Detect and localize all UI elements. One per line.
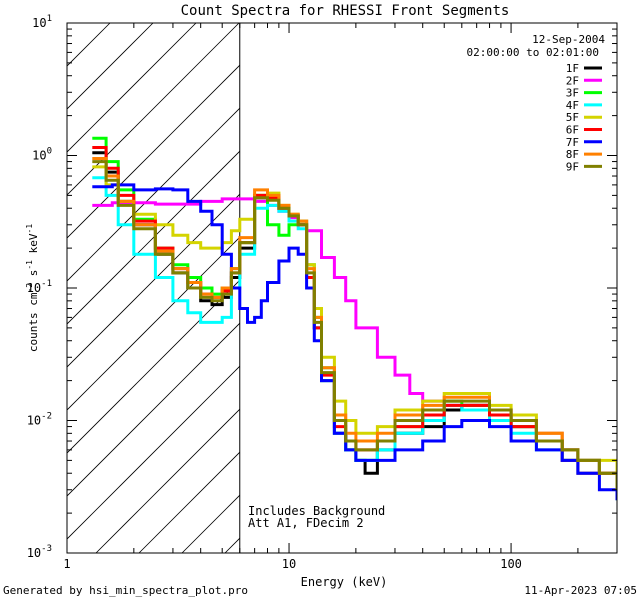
legend-label-4F: 4F — [566, 99, 579, 112]
legend-label-6F: 6F — [566, 124, 579, 137]
date-label: 12-Sep-2004 — [532, 33, 605, 46]
chart-title: Count Spectra for RHESSI Front Segments — [181, 3, 510, 19]
series-layer — [92, 136, 617, 501]
time-range-label: 02:00:00 to 02:01:00 — [467, 46, 599, 59]
x-tick-label: 100 — [500, 557, 522, 571]
hatch-line — [138, 451, 240, 553]
hatch-line — [67, 150, 240, 325]
y-tick-label: 101 — [32, 14, 52, 30]
legend-label-5F: 5F — [566, 111, 579, 124]
timestamp-label: 11-Apr-2023 07:05 — [524, 584, 637, 597]
legend-label-2F: 2F — [566, 74, 579, 87]
series-9F — [92, 160, 617, 490]
hatch-line — [67, 322, 240, 497]
hatch-line — [67, 365, 240, 540]
hatch-line — [67, 107, 240, 282]
hatch-line — [67, 23, 240, 196]
plot-frame — [66, 22, 618, 554]
hatched-region — [67, 23, 240, 553]
hatch-line — [67, 193, 240, 368]
hatch-line — [95, 408, 240, 553]
legend-label-9F: 9F — [566, 160, 579, 173]
legend-label-8F: 8F — [566, 148, 579, 161]
generated-by-label: Generated by hsi_min_spectra_plot.pro — [3, 584, 248, 597]
y-tick-label: 10-2 — [27, 412, 52, 428]
annotation-attenuator: Att A1, FDecim 2 — [248, 516, 364, 530]
x-tick-label: 1 — [63, 557, 70, 571]
y-tick-label: 100 — [32, 147, 52, 163]
legend-label-1F: 1F — [566, 62, 579, 75]
hatch-line — [67, 23, 111, 67]
legend-label-7F: 7F — [566, 136, 579, 149]
series-7F — [92, 183, 617, 501]
legend-label-3F: 3F — [566, 87, 579, 100]
annotation-background: Includes Background — [248, 504, 385, 518]
x-tick-label: 10 — [282, 557, 296, 571]
hatch-line — [67, 64, 240, 239]
y-tick-label: 10-3 — [27, 544, 52, 560]
hatch-line — [67, 23, 197, 153]
y-axis-label: counts cm-2 s-1 keV-1 — [25, 224, 40, 352]
x-axis-label: Energy (keV) — [301, 575, 388, 589]
